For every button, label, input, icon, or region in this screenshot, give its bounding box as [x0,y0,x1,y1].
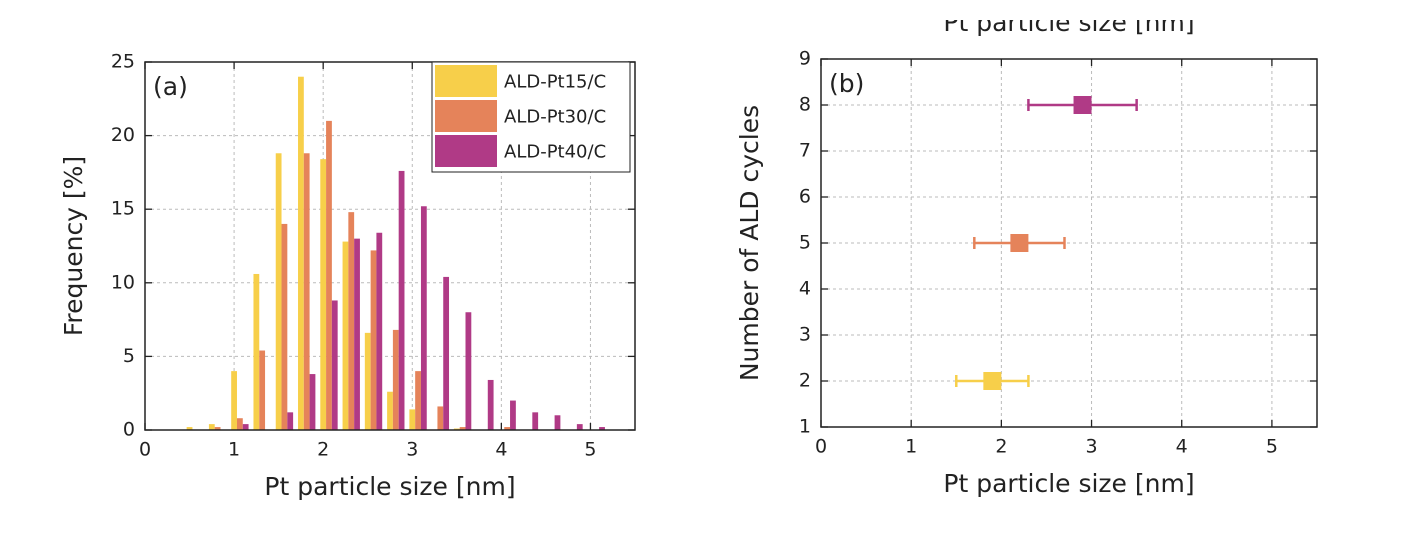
top-title: Pt particle size [nm] [943,8,1194,37]
y-tick-label: 7 [799,140,811,162]
y-tick-label: 6 [799,186,811,208]
legend-label: ALD-Pt30/C [504,107,606,128]
bar [487,379,494,430]
bar [576,424,583,430]
bar [387,391,393,430]
y-axis-label: Number of ALD cycles [735,105,764,381]
x-tick-label: 2 [995,436,1007,458]
bar [342,241,349,430]
y-tick-label: 0 [123,419,135,441]
bar [409,409,416,430]
bar [253,273,260,430]
legend-label: ALD-Pt40/C [504,142,606,163]
bar [437,406,444,430]
bar [599,427,605,430]
x-tick-label: 2 [317,439,329,461]
x-tick-label: 1 [905,436,917,458]
y-tick-label: 2 [799,370,811,392]
legend-swatch [435,135,497,167]
y-tick-label: 5 [799,232,811,254]
x-axis-label: Pt particle size [nm] [943,469,1194,498]
bar [208,424,215,430]
y-tick-label: 9 [799,48,811,70]
x-tick-label: 3 [1085,436,1097,458]
bar [459,427,466,430]
y-tick-label: 15 [111,198,135,220]
bar [465,312,472,430]
x-tick-label: 1 [228,439,240,461]
y-tick-label: 10 [111,271,135,293]
bar [415,371,421,430]
y-tick-label: 20 [111,124,135,146]
bar [236,418,243,430]
x-tick-label: 5 [584,439,596,461]
bar [554,415,561,430]
bar [532,412,539,430]
legend-swatch [435,100,497,132]
panel-label: (a) [153,72,188,101]
bar [326,120,332,430]
bar [320,159,327,431]
bar [364,332,371,430]
point [1073,96,1092,114]
bar [298,76,304,430]
bar [398,170,405,431]
x-axis-label: Pt particle size [nm] [264,472,515,501]
bar [443,276,450,430]
bar [275,153,282,430]
x-tick-label: 5 [1266,436,1278,458]
x-tick-label: 4 [1176,436,1188,458]
bar [214,427,221,430]
y-tick-label: 3 [799,324,811,346]
bar [420,206,427,430]
panel-label: (b) [829,69,864,98]
bar [242,424,249,430]
y-tick-label: 4 [799,278,811,300]
y-tick-label: 25 [111,51,135,73]
bar [259,350,266,430]
bar [331,300,338,430]
bar [504,427,511,430]
plot-frame [144,61,636,431]
x-tick-label: 0 [139,439,151,461]
bar [287,412,294,430]
bar [281,223,288,430]
legend-swatch [435,65,497,97]
bar [354,238,360,430]
x-tick-label: 3 [406,439,418,461]
bar [376,232,383,430]
y-axis-label: Frequency [%] [59,156,88,336]
plot-frame [820,58,1318,428]
bar [348,212,355,430]
y-tick-label: 8 [799,94,811,116]
bar [392,329,399,430]
bar [231,371,237,430]
y-tick-label: 1 [799,416,811,438]
bar [186,427,193,430]
point [983,372,1002,390]
legend-label: ALD-Pt15/C [504,72,606,93]
bar [303,153,310,430]
point [1010,234,1029,252]
x-tick-label: 0 [815,436,827,458]
y-tick-label: 5 [123,345,135,367]
bar [309,374,316,430]
x-tick-label: 4 [495,439,507,461]
bar [510,400,516,430]
bar [370,250,377,430]
